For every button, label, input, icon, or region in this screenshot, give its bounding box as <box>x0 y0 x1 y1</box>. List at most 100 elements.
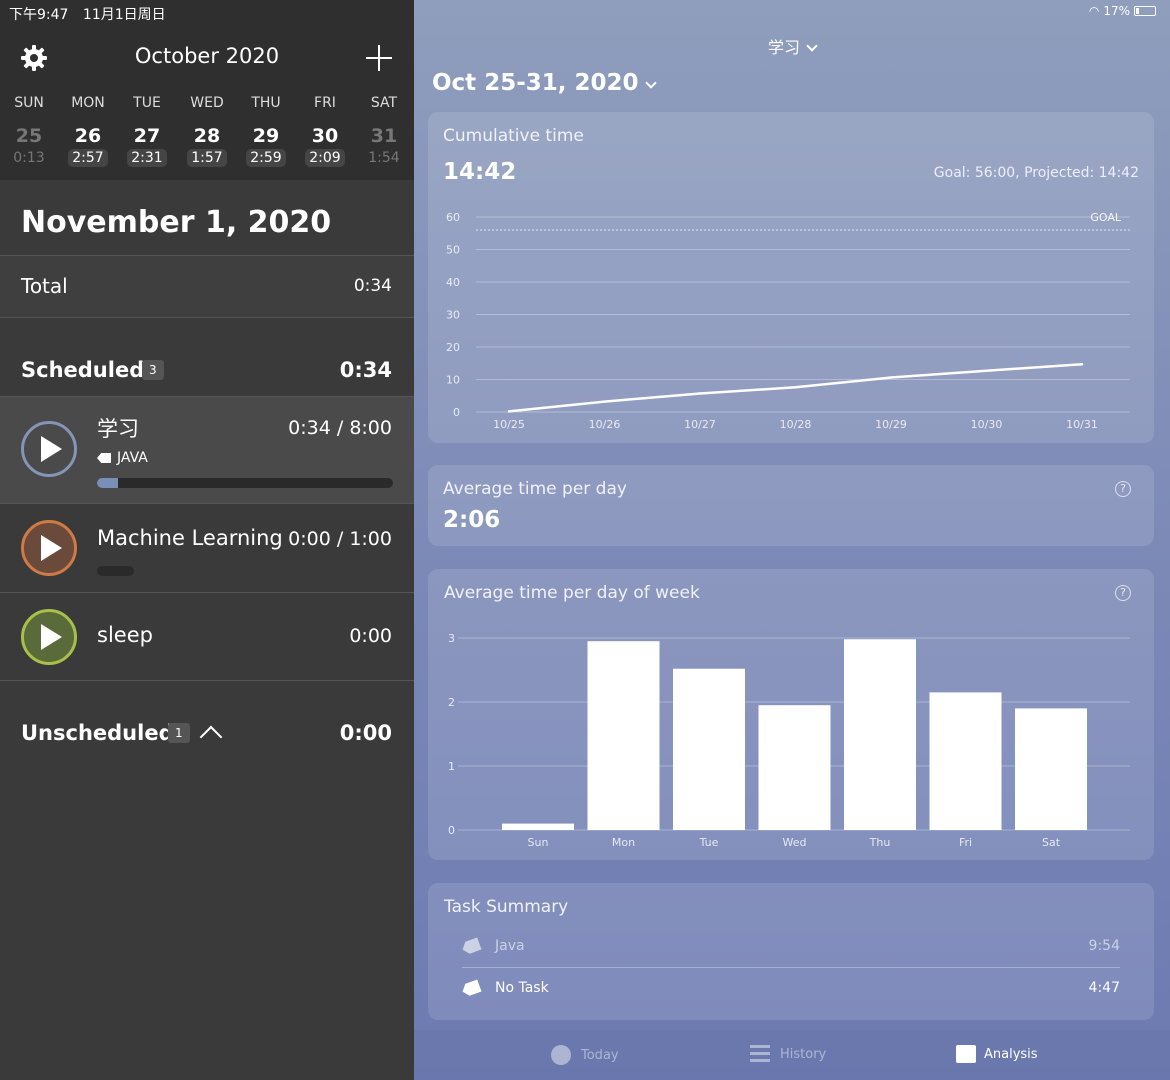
tab-today[interactable]: Today <box>551 1045 619 1065</box>
play-icon[interactable] <box>21 421 77 477</box>
data-point <box>889 376 893 379</box>
bar <box>1015 708 1087 830</box>
x-tick-label: Thu <box>869 836 891 849</box>
chevron-down-icon <box>806 40 818 52</box>
day-time: 2:09 <box>305 149 345 167</box>
day-number: 28 <box>193 125 221 147</box>
y-tick-label: 30 <box>446 309 460 322</box>
scheduled-header: Scheduled 3 0:34 <box>0 318 414 396</box>
day-sat[interactable]: SAT 31 1:54 <box>357 95 411 167</box>
x-tick-label: Fri <box>959 836 972 849</box>
summary-row-java[interactable]: Java 9:54 <box>462 926 1120 966</box>
play-icon[interactable] <box>21 520 77 576</box>
unscheduled-header[interactable]: Unscheduled 1 0:00 <box>0 681 414 759</box>
chart-icon <box>956 1045 976 1063</box>
y-tick-label: 3 <box>448 632 455 645</box>
add-icon[interactable] <box>366 45 392 71</box>
x-tick-label: Sun <box>528 836 549 849</box>
day-name: TUE <box>133 95 161 111</box>
tab-history[interactable]: History <box>750 1045 826 1063</box>
x-tick-label: Tue <box>699 836 719 849</box>
task-progress-fill <box>97 478 118 488</box>
divider <box>0 592 414 593</box>
chevron-up-icon[interactable] <box>199 725 223 749</box>
total-row: Total 0:34 <box>0 256 414 318</box>
summary-row-no-task[interactable]: No Task 4:47 <box>462 968 1120 1008</box>
divider <box>0 255 414 256</box>
task-row-sleep[interactable]: sleep 0:00 <box>0 593 414 681</box>
day-wed[interactable]: WED 28 1:57 <box>180 95 234 167</box>
day-time: 0:13 <box>13 150 45 166</box>
status-bar: 下午9:47 11月1日周日 <box>9 4 176 24</box>
day-fri[interactable]: FRI 30 2:09 <box>298 95 352 167</box>
category-label: 学习 <box>767 38 800 57</box>
gear-icon[interactable] <box>20 44 48 72</box>
y-tick-label: 20 <box>446 341 460 354</box>
data-point <box>603 400 606 403</box>
x-tick-label: Sat <box>1042 836 1061 849</box>
tab-analysis[interactable]: Analysis <box>956 1045 1038 1063</box>
task-tag: JAVA <box>97 450 148 466</box>
divider <box>0 317 414 318</box>
day-time: 1:57 <box>187 149 227 167</box>
day-time: 2:31 <box>127 149 167 167</box>
x-tick-label: 10/31 <box>1066 418 1098 431</box>
y-tick-label: 0 <box>448 824 455 837</box>
day-time: 2:59 <box>246 149 286 167</box>
x-tick-label: 10/26 <box>589 418 621 431</box>
task-row-machine-learning[interactable]: Machine Learning 0:00 / 1:00 <box>0 504 414 592</box>
divider <box>0 680 414 681</box>
day-name: WED <box>190 95 224 111</box>
cumulative-line-chart: 0 10 20 30 40 50 60 GOAL 10/25 10/26 10/27 10/28 10/… <box>446 211 1130 431</box>
goal-label: GOAL <box>1090 211 1122 224</box>
divider <box>0 396 414 397</box>
help-icon[interactable]: ? <box>1115 481 1131 497</box>
day-sun[interactable]: SUN 25 0:13 <box>2 95 56 167</box>
y-tick-label: 50 <box>446 244 460 257</box>
tab-bar: Today History Analysis <box>414 1030 1170 1080</box>
day-name: MON <box>71 95 105 111</box>
task-time: 0:34 / 8:00 <box>288 417 392 439</box>
status-time: 下午9:47 <box>9 7 69 23</box>
data-point <box>794 386 797 389</box>
task-summary-card: Task Summary Java 9:54 No Task 4:47 <box>428 883 1154 1020</box>
goal-projection: Goal: 56:00, Projected: 14:42 <box>933 165 1139 181</box>
help-icon[interactable]: ? <box>1115 585 1131 601</box>
data-point <box>1080 363 1084 366</box>
selected-date-title: November 1, 2020 <box>21 205 332 240</box>
data-point <box>507 410 511 413</box>
day-number: 29 <box>252 125 280 147</box>
week-strip: SUN 25 0:13 MON 26 2:57 TUE 27 2:31 WED … <box>0 95 414 175</box>
battery-icon <box>1134 6 1156 16</box>
task-row-study[interactable]: 学习 0:34 / 8:00 JAVA <box>0 397 414 503</box>
bar <box>844 639 916 830</box>
summary-row-value: 4:47 <box>1088 980 1120 996</box>
date-range-selector[interactable]: Oct 25-31, 2020 <box>432 70 657 96</box>
day-panel: 下午9:47 11月1日周日 October 2020 SUN 25 0:13 … <box>0 0 414 1080</box>
day-tue[interactable]: TUE 27 2:31 <box>120 95 174 167</box>
bar <box>929 692 1002 830</box>
total-label: Total <box>21 274 68 298</box>
y-tick-label: 10 <box>446 374 460 387</box>
day-thu[interactable]: THU 29 2:59 <box>239 95 293 167</box>
day-time: 2:57 <box>68 149 108 167</box>
y-tick-label: 40 <box>446 276 460 289</box>
divider <box>462 967 1120 968</box>
category-selector[interactable]: 学习 <box>414 34 1170 58</box>
cumulative-value: 14:42 <box>443 159 517 185</box>
tag-icon <box>97 453 111 463</box>
average-title: Average time per day <box>443 479 627 499</box>
day-of-week-card: Average time per day of week ? 0 1 2 3 Sun Mo… <box>428 569 1154 860</box>
analysis-panel: ◠ 17% 学习 Oct 25-31, 2020 Cumulative time… <box>414 0 1170 1080</box>
play-icon[interactable] <box>21 609 77 665</box>
tab-history-label: History <box>780 1046 827 1062</box>
day-name: THU <box>251 95 281 111</box>
tag-icon <box>460 979 481 997</box>
x-tick-label: 10/27 <box>684 418 716 431</box>
day-mon[interactable]: MON 26 2:57 <box>61 95 115 167</box>
list-icon <box>750 1045 770 1063</box>
day-time: 1:54 <box>368 150 400 166</box>
unscheduled-count-badge: 1 <box>168 723 190 743</box>
cumulative-card: Cumulative time 14:42 Goal: 56:00, Proje… <box>428 112 1154 443</box>
battery-percent: 17% <box>1103 4 1130 18</box>
